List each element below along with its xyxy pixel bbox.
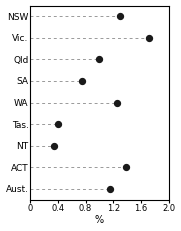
Point [148, 36, 151, 40]
Point [56, 122, 59, 126]
Point [98, 58, 101, 61]
Point [119, 15, 122, 18]
Point [115, 101, 118, 104]
Point [81, 79, 83, 83]
Point [108, 187, 111, 191]
X-axis label: %: % [95, 216, 104, 225]
Point [124, 165, 127, 169]
Point [53, 144, 56, 147]
